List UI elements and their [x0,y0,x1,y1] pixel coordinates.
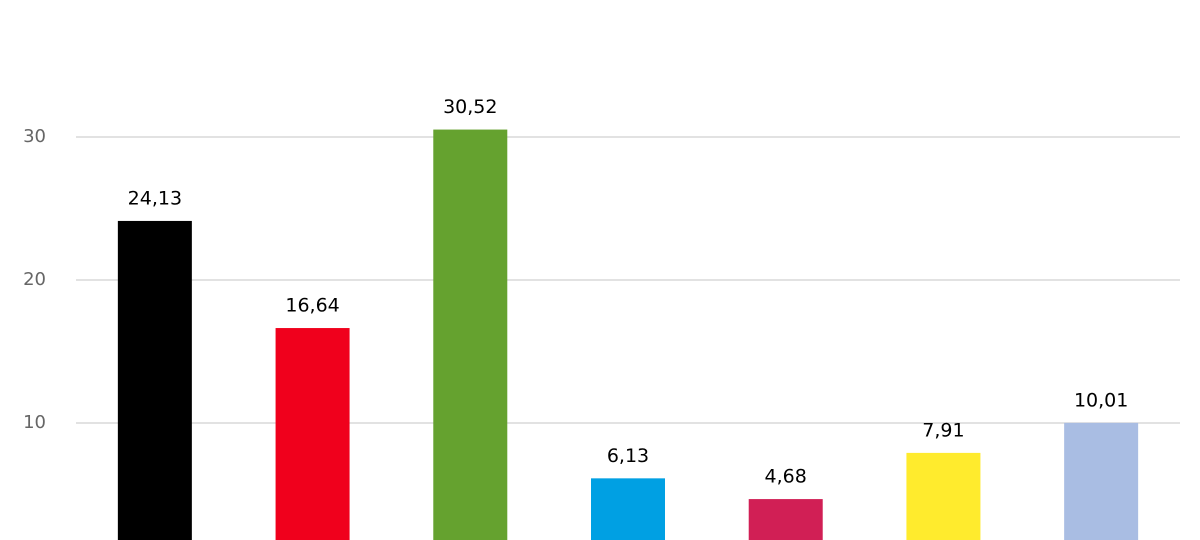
value-label: 16,64 [285,295,339,317]
bar [117,220,192,540]
y-tick-label: 20 [23,269,46,290]
value-label: 6,13 [607,445,649,467]
value-label: 24,13 [128,187,182,209]
value-label: 7,91 [922,419,964,441]
bar [591,478,665,540]
bar [433,129,508,540]
value-label: 10,01 [1074,389,1128,411]
y-tick-label: 10 [23,412,46,433]
bar [906,452,981,540]
y-tick-label: 30 [23,126,46,147]
bar [275,328,350,540]
y-tick-label: 40 [23,0,46,4]
bar [748,499,823,540]
value-label: 4,68 [765,466,807,488]
bar [1064,422,1139,540]
value-label: 30,52 [443,96,497,118]
